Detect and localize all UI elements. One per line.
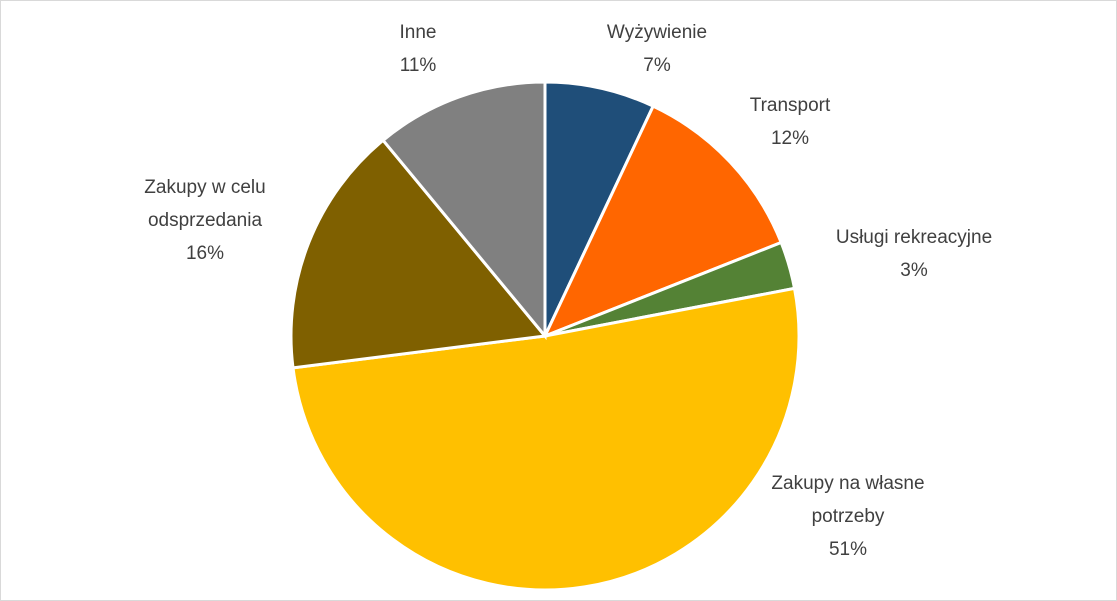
category: Zakupy na własne potrzeby [771, 473, 925, 527]
category: Transport [749, 95, 831, 116]
slice-label: Inne 11% [358, 16, 478, 82]
category: Inne [399, 22, 437, 43]
percent: 11% [399, 55, 437, 76]
slice-label: Usługi rekreacyjne 3% [804, 221, 1024, 287]
pie-slice [543, 80, 656, 337]
pie-slice [542, 104, 784, 339]
category: Wyżywienie [606, 22, 708, 43]
pie-slice [380, 80, 547, 341]
slice-label: Wyżywienie 7% [557, 16, 757, 82]
slice-label: Zakupy na własne potrzeby 51% [738, 467, 958, 566]
category: Zakupy w celu odsprzedania [144, 177, 266, 231]
percent: 3% [900, 260, 928, 281]
slice-label: Transport 12% [710, 89, 870, 155]
slice-label: Zakupy w celu odsprzedania 16% [95, 171, 315, 270]
pie-slice [289, 138, 548, 370]
category: Usługi rekreacyjne [835, 227, 993, 248]
percent: 7% [643, 55, 671, 76]
percent: 16% [185, 243, 225, 264]
percent: 12% [770, 128, 810, 149]
pie-slice [291, 286, 801, 592]
percent: 51% [828, 539, 868, 560]
